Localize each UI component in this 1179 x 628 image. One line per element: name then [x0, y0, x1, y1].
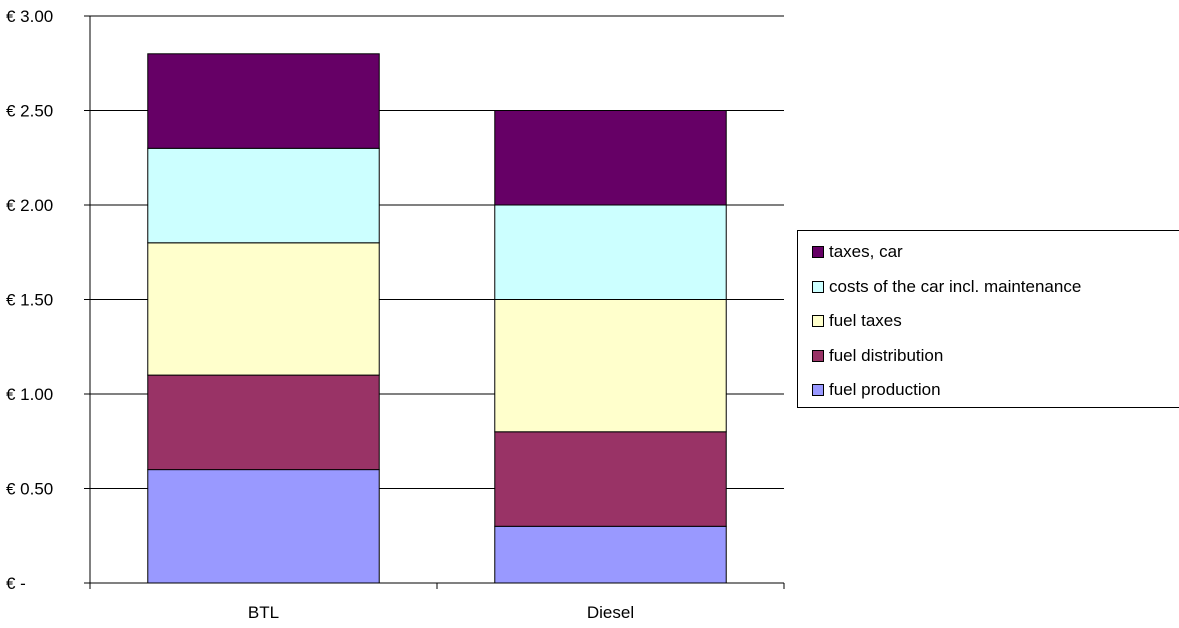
bar-segment — [147, 374, 380, 471]
x-tick-label: BTL — [248, 603, 279, 622]
legend-swatch — [812, 280, 824, 293]
y-tick-label: € 1.50 — [6, 291, 53, 310]
bar-segment — [494, 299, 727, 433]
legend-item: fuel distribution — [812, 344, 943, 368]
bar-segment — [147, 469, 380, 584]
bar-segment — [494, 204, 727, 300]
legend-label: fuel taxes — [829, 311, 902, 330]
legend-label: taxes, car — [829, 242, 903, 261]
x-tick-label: Diesel — [587, 603, 634, 622]
legend-item: taxes, car — [812, 240, 903, 264]
bar-segment — [494, 431, 727, 527]
legend-label: costs of the car incl. maintenance — [829, 276, 1082, 296]
legend-swatch — [812, 315, 824, 327]
legend-item: fuel taxes — [812, 309, 902, 333]
y-tick-label: € 2.50 — [6, 102, 53, 121]
y-tick-label: € - — [6, 574, 26, 593]
legend-item: costs of the car incl. maintenance — [812, 275, 1081, 299]
legend-swatch — [812, 349, 824, 362]
bar-segment — [147, 147, 380, 244]
bar-segment — [147, 242, 380, 376]
legend: taxes, car costs of the car incl. mainten… — [797, 230, 1179, 408]
bar-segment — [494, 525, 727, 584]
y-tick-label: € 1.00 — [6, 385, 53, 404]
legend-swatch — [812, 246, 824, 258]
legend-item: fuel production — [812, 378, 941, 402]
legend-label: fuel production — [829, 380, 941, 399]
y-tick-labels: € - € 0.50 € 1.00 € 1.50 € 2.00 € 2.50 € 3.00 — [6, 7, 53, 593]
bar-segment — [147, 53, 380, 149]
bar-segment — [494, 110, 727, 206]
y-tick-label: € 3.00 — [6, 7, 53, 26]
x-tick-labels: BTL Diesel — [248, 603, 634, 622]
y-tick-label: € 0.50 — [6, 480, 53, 499]
y-tick-label: € 2.00 — [6, 196, 53, 215]
legend-label: fuel distribution — [829, 345, 944, 365]
bars — [147, 53, 727, 584]
legend-swatch — [812, 384, 824, 396]
axes — [84, 15, 785, 589]
